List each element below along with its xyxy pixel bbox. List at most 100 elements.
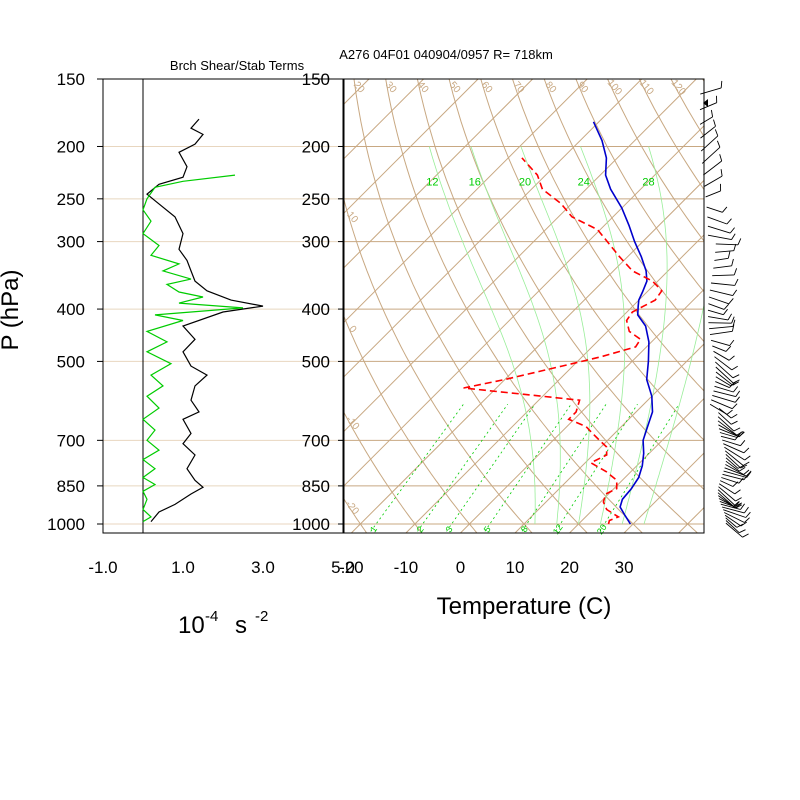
wind-barb	[722, 439, 741, 447]
wind-barb	[715, 376, 731, 387]
mixing-ratio-label: 2	[415, 524, 426, 534]
wind-barb-tick	[739, 529, 746, 534]
moist-adiabat-label: 20	[519, 176, 531, 188]
isotherm-line	[514, 343, 704, 533]
isotherm-line	[344, 79, 697, 432]
wind-barb	[719, 432, 738, 438]
dry-adiabat-line	[756, 63, 800, 536]
wind-barb-tick	[732, 374, 740, 379]
dry-adiabat-label: 10	[344, 210, 360, 226]
skewt-temperature-tick-labels: -20 -10 0 10 20 30	[339, 558, 633, 577]
wind-barb-tick	[733, 427, 741, 432]
mixing-ratio-label: 3	[444, 524, 455, 534]
wind-barb	[714, 356, 733, 371]
isotherm-line	[344, 125, 704, 487]
wind-barb-tick	[732, 289, 738, 296]
wind-barb-tick	[731, 420, 738, 425]
isotherm-line	[344, 79, 643, 378]
wind-barb-tick	[734, 433, 740, 441]
wind-barb-tick	[735, 497, 742, 502]
wind-barb-tick	[734, 396, 740, 403]
wind-barb-tick	[733, 379, 740, 384]
wind-barb	[719, 500, 736, 508]
wind-barb	[707, 309, 724, 316]
wind-barb	[712, 274, 735, 277]
dry-adiabat-label: 60	[479, 80, 495, 96]
dry-adiabat-line	[702, 79, 704, 83]
wind-barb	[706, 206, 723, 213]
wind-barb-tick	[716, 140, 721, 148]
dry-adiabat-line	[448, 79, 704, 491]
wind-barb-tick	[743, 469, 750, 475]
wind-barb	[725, 464, 744, 475]
x-axis-title: Temperature (C)	[437, 593, 612, 620]
wind-barb-tick	[729, 339, 735, 346]
wind-barb-tick	[727, 251, 731, 259]
wind-barb-tick	[730, 414, 738, 419]
dry-adiabat-line	[511, 79, 704, 392]
dry-adiabat-line	[543, 79, 704, 343]
shear-x-tick-labels: -1.0 1.0 3.0 5.0	[88, 558, 354, 577]
wind-barb	[713, 390, 736, 398]
wind-barb	[725, 522, 743, 538]
shear-stability-panel: Brch Shear/Stab Terms 150 200 250 300 400 500…	[0, 58, 355, 639]
wind-barb	[708, 303, 725, 310]
dry-adiabat-line	[480, 79, 704, 441]
dry-adiabat-line	[575, 79, 704, 293]
wind-barb-flag	[703, 99, 708, 107]
wind-barb-tick	[723, 308, 728, 315]
wind-barb-tick	[731, 316, 735, 324]
mixing-ratio-line	[598, 403, 680, 533]
skewt-x-tick-label: 30	[615, 558, 634, 577]
wind-barb-tick	[731, 258, 734, 266]
wind-barb-tick	[713, 119, 716, 127]
wind-barb-tick	[736, 523, 744, 528]
skewt-x-tick-label: -20	[339, 558, 364, 577]
wind-barb-tick	[728, 355, 735, 361]
dry-adiabat-label: 100	[605, 78, 624, 98]
wind-barb	[718, 412, 732, 425]
wind-barb-tick	[720, 169, 723, 177]
shear-y-tick-label: 200	[57, 137, 85, 156]
wind-barb-tick	[734, 501, 740, 508]
skewt-y-tick-label: 700	[302, 431, 330, 450]
dry-adiabat-line	[344, 197, 533, 533]
wind-barb-tick	[743, 473, 749, 481]
isotherm-line	[344, 79, 424, 160]
wind-barb-tick	[746, 471, 752, 478]
wind-barb-tick	[734, 489, 741, 495]
wind-barb-tick	[733, 243, 737, 251]
wind-barb-tick	[739, 467, 746, 472]
wind-barb	[713, 265, 732, 269]
unit-exponent-text: -4	[205, 608, 218, 625]
wind-barb-tick	[743, 447, 750, 454]
isotherm-line	[678, 506, 704, 533]
wind-barb-tick	[740, 521, 747, 527]
y-axis-label: P (hPa)	[0, 270, 24, 351]
wind-barb-column	[699, 80, 752, 538]
wind-barb	[713, 350, 730, 361]
wind-barb	[718, 424, 740, 437]
dry-adiabat-line	[385, 79, 644, 533]
wind-barb-tick	[725, 345, 732, 352]
wind-barb	[700, 125, 716, 139]
wind-barb	[718, 483, 736, 495]
moist-adiabat-line	[520, 146, 591, 525]
isotherm-line	[344, 79, 533, 269]
wind-barb-tick	[732, 381, 740, 386]
dry-adiabat-label: 40	[415, 80, 431, 96]
wind-barb	[709, 289, 733, 297]
wind-barb-tick	[722, 206, 728, 213]
wind-barb	[715, 243, 739, 246]
wind-barb-tick	[745, 511, 751, 518]
wind-barb-tick	[731, 365, 738, 371]
wind-barb	[718, 486, 736, 502]
wind-barb-tick	[729, 382, 735, 388]
skewt-panel: A276 04F01 040904/0957 R= 718km -20-1001…	[292, 47, 800, 620]
wind-barb-tick	[737, 238, 742, 245]
skewt-y-tick-label: 150	[302, 70, 330, 89]
wind-barb	[708, 316, 729, 321]
skewt-series-group	[463, 121, 663, 525]
wind-barb-tick	[726, 409, 733, 415]
moist-adiabat-line	[470, 146, 561, 525]
